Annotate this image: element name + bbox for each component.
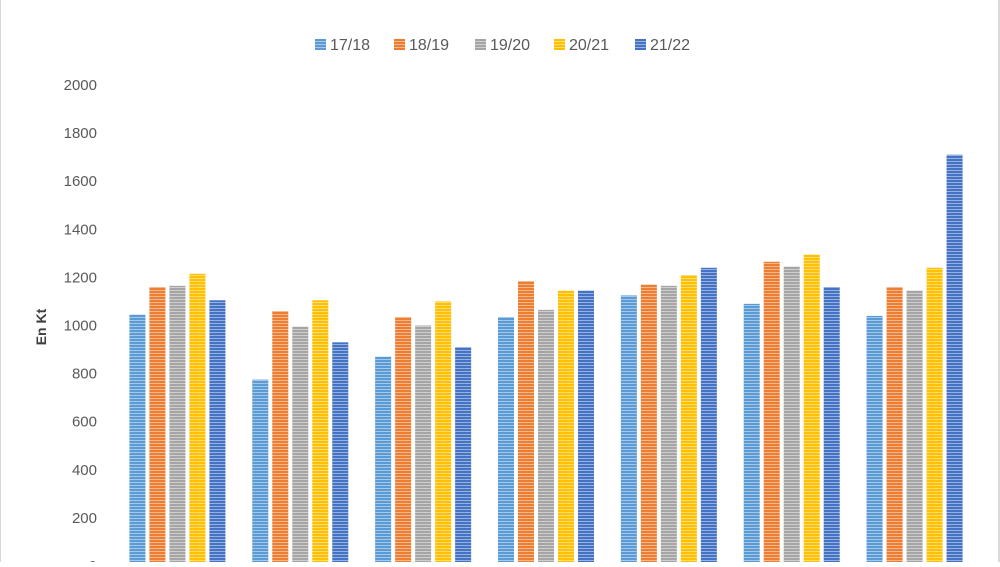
- bar-stripe-20-21-group-5: [680, 274, 697, 566]
- y-tick-label-600: 600: [72, 414, 97, 431]
- y-tick-label-2000: 2000: [64, 77, 97, 94]
- bar-stripe-18-19-group-3: [395, 317, 412, 566]
- bar-stripe-20-21-group-4: [558, 290, 574, 566]
- bar-stripe-17-18-group-7: [866, 315, 883, 566]
- bar-stripe-18-19-group-7: [886, 287, 903, 566]
- y-axis: 0 200 400 600 800 1000 1200 1400 1600 1800 2000: [64, 77, 97, 567]
- legend-swatch-stripe-20-21: [554, 39, 565, 50]
- bar-group-5: [620, 267, 717, 566]
- legend-swatch-stripe-21-22: [635, 39, 646, 50]
- legend-item-17-18: 17/18: [315, 37, 370, 54]
- bar-stripe-20-21-group-1: [189, 273, 206, 566]
- bar-stripe-18-19-group-6: [763, 261, 780, 566]
- legend-swatch-stripe-18-19: [394, 39, 405, 50]
- legend-item-20-21: 20/21: [554, 37, 609, 54]
- y-tick-label-1000: 1000: [64, 318, 97, 335]
- bar-group-6: [743, 254, 840, 567]
- bar-stripe-18-19-group-2: [272, 311, 289, 566]
- legend-label-18-19: 18/19: [409, 37, 449, 54]
- bar-stripe-21-22-group-1: [209, 300, 226, 566]
- legend-label-17-18: 17/18: [330, 37, 370, 54]
- y-tick-label-800: 800: [72, 366, 97, 383]
- y-tick-label-1600: 1600: [64, 173, 97, 190]
- bar-stripe-21-22-group-7: [946, 154, 963, 566]
- bar-stripe-17-18-group-2: [252, 379, 269, 566]
- bar-stripe-18-19-group-5: [640, 284, 657, 566]
- bar-stripe-17-18-group-5: [620, 295, 637, 566]
- bar-stripe-21-22-group-6: [823, 287, 840, 566]
- bar-stripe-20-21-group-3: [435, 301, 452, 566]
- legend-label-21-22: 21/22: [650, 37, 690, 54]
- legend-item-18-19: 18/19: [394, 37, 449, 54]
- y-tick-label-400: 400: [72, 462, 97, 479]
- y-tick-label-1800: 1800: [64, 125, 97, 142]
- legend-swatch-stripe-17-18: [315, 39, 326, 50]
- y-tick-label-1400: 1400: [64, 221, 97, 238]
- bar-stripe-17-18-group-1: [129, 314, 146, 566]
- bar-stripe-17-18-group-6: [743, 303, 760, 566]
- bar-stripe-19-20-group-5: [660, 285, 677, 566]
- legend: 17/18 18/19 19/20 20/21 21/22: [315, 37, 690, 54]
- bar-stripe-19-20-group-6: [783, 266, 800, 566]
- y-axis-label: En Kt: [33, 308, 49, 345]
- legend-label-20-21: 20/21: [569, 37, 609, 54]
- bar-stripe-18-19-group-4: [518, 281, 534, 566]
- legend-label-19-20: 19/20: [490, 37, 530, 54]
- y-tick-label-1200: 1200: [64, 269, 97, 286]
- bars: [129, 154, 963, 567]
- bar-stripe-20-21-group-6: [803, 254, 820, 567]
- legend-swatch-stripe-19-20: [475, 39, 486, 50]
- bar-stripe-17-18-group-3: [375, 356, 392, 566]
- bar-stripe-19-20-group-1: [169, 285, 186, 566]
- bar-stripe-21-22-group-3: [455, 347, 472, 566]
- bar-stripe-21-22-group-4: [578, 290, 594, 566]
- bar-stripe-17-18-group-4: [498, 317, 514, 566]
- legend-item-21-22: 21/22: [635, 37, 690, 54]
- bar-group-1: [129, 273, 226, 566]
- bar-stripe-20-21-group-7: [926, 267, 943, 566]
- y-tick-label-0: 0: [89, 558, 97, 562]
- bar-group-2: [252, 300, 349, 566]
- bar-group-3: [375, 301, 472, 566]
- bar-stripe-19-20-group-3: [415, 325, 432, 566]
- bar-group-7: [866, 154, 963, 566]
- bar-stripe-19-20-group-2: [292, 326, 309, 566]
- y-tick-label-200: 200: [72, 510, 97, 527]
- bar-stripe-19-20-group-4: [538, 309, 554, 566]
- legend-item-19-20: 19/20: [475, 37, 530, 54]
- bar-stripe-21-22-group-5: [700, 267, 717, 566]
- bar-stripe-18-19-group-1: [149, 287, 166, 566]
- bar-stripe-20-21-group-2: [312, 300, 329, 566]
- bar-group-4: [498, 281, 594, 566]
- bar-stripe-21-22-group-2: [332, 342, 349, 566]
- bar-stripe-19-20-group-7: [906, 290, 923, 566]
